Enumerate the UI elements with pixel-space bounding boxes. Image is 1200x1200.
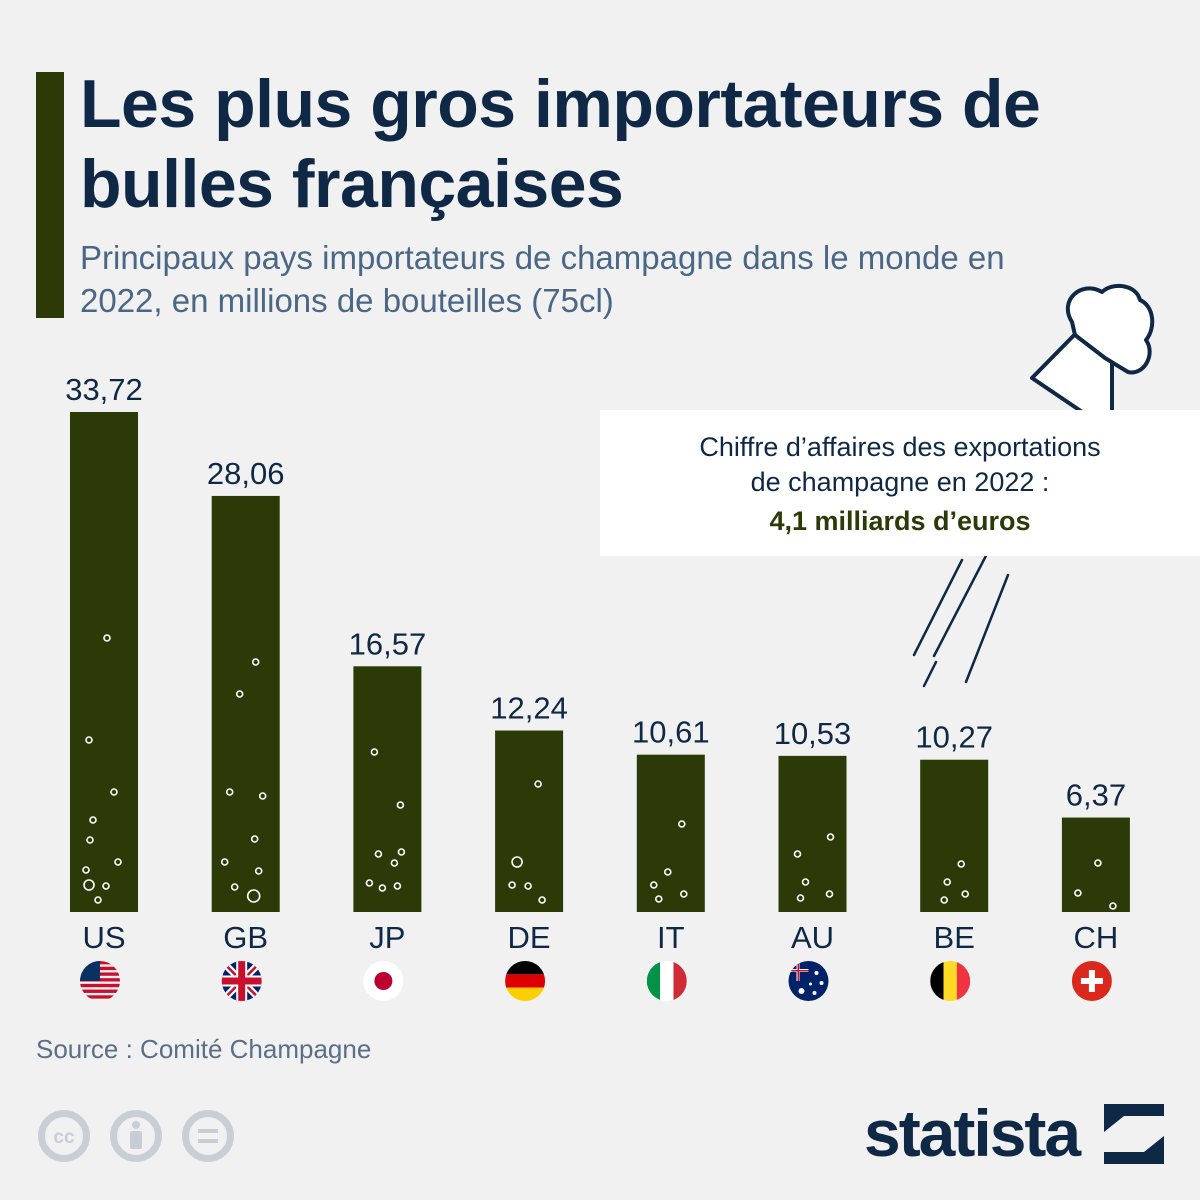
bubble-decoration <box>524 882 532 890</box>
bubble-decoration <box>663 868 672 876</box>
bubble-decoration <box>397 848 406 856</box>
bubble-decoration <box>390 859 399 867</box>
bubble-decoration <box>94 896 102 904</box>
bubble-decoration <box>370 748 379 756</box>
creative-commons-icon[interactable]: cc <box>38 1110 90 1162</box>
bubble-decoration <box>508 881 516 889</box>
bubble-decoration <box>365 879 374 887</box>
bar-gb <box>211 495 280 912</box>
de-flag-icon <box>505 961 546 1001</box>
bubble-decoration <box>89 816 97 824</box>
bubble-decoration <box>677 820 686 828</box>
value-label-us: 33,72 <box>65 372 143 407</box>
category-label-jp: JP <box>369 920 405 955</box>
bar-chart: 33,72 US 28,06 GB 16,57 JP 12,24 DE 10,61 IT 10,53… <box>65 283 1155 1001</box>
bar-be <box>920 759 989 912</box>
value-label-be: 10,27 <box>915 720 993 755</box>
bubble-decoration <box>82 866 90 874</box>
bar-it <box>636 754 705 912</box>
bubble-decoration <box>826 833 835 841</box>
bubble-decoration <box>396 801 405 809</box>
bubble-decoration <box>110 788 118 796</box>
statista-logo[interactable]: statista <box>864 1098 1164 1168</box>
page-title: Les plus gros importateurs de bulles fra… <box>80 66 1041 222</box>
bubble-decoration <box>796 894 805 902</box>
bubble-decoration <box>1109 902 1117 910</box>
statista-wordmark: statista <box>864 1096 1081 1170</box>
bubble-decoration <box>103 634 111 642</box>
bubble-decoration <box>1094 859 1102 867</box>
value-label-ch: 6,37 <box>1066 778 1126 813</box>
bubble-decoration <box>258 792 267 800</box>
bubble-decoration <box>86 836 94 844</box>
motion-lines-icon <box>912 546 1010 688</box>
bubble-decoration <box>102 882 110 890</box>
jp-flag-icon <box>363 961 404 1001</box>
bubble-decoration <box>251 658 260 666</box>
value-label-gb: 28,06 <box>207 456 285 491</box>
value-label-au: 10,53 <box>774 716 852 751</box>
callout-line-2: de champagne en 2022 : <box>750 467 1050 497</box>
source-note: Source : Comité Champagne <box>36 1034 372 1064</box>
no-derivatives-icon[interactable] <box>182 1110 234 1162</box>
title-accent-bar <box>36 72 64 318</box>
bubble-decoration <box>85 736 93 744</box>
bubble-decoration <box>825 890 834 898</box>
it-flag-icon <box>646 961 687 1001</box>
ch-flag-icon <box>1071 961 1112 1001</box>
bubble-decoration <box>538 896 546 904</box>
bubble-decoration <box>511 856 523 868</box>
bubble-decoration <box>83 879 95 891</box>
svg-text:cc: cc <box>53 1127 75 1148</box>
license-icons: cc <box>38 1110 234 1162</box>
attribution-icon[interactable] <box>110 1110 162 1162</box>
be-flag-icon <box>930 961 971 1001</box>
category-label-de: DE <box>508 920 551 955</box>
bubble-decoration <box>654 895 663 903</box>
category-label-gb: GB <box>223 920 268 955</box>
bubble-decoration <box>246 889 261 903</box>
bubble-decoration <box>114 858 122 866</box>
bubble-decoration <box>940 896 949 904</box>
value-label-de: 12,24 <box>490 691 568 726</box>
bubble-decoration <box>374 850 383 858</box>
bubble-decoration <box>254 867 263 875</box>
bar-au <box>778 755 847 912</box>
category-label-us: US <box>82 920 125 955</box>
bubble-decoration <box>649 881 658 889</box>
value-label-jp: 16,57 <box>349 626 427 661</box>
bar-us <box>70 412 138 912</box>
us-flag-icon <box>80 961 120 999</box>
bubble-decoration <box>1074 889 1082 897</box>
bubble-decoration <box>225 788 234 796</box>
page-subtitle: Principaux pays importateurs de champagn… <box>80 239 1005 319</box>
bubble-decoration <box>679 890 688 898</box>
gb-flag-icon <box>221 961 262 1001</box>
bubble-decoration <box>393 882 402 890</box>
bubble-decoration <box>230 883 239 891</box>
bubble-decoration <box>235 690 244 698</box>
category-label-ch: CH <box>1074 920 1119 955</box>
callout-line-1: Chiffre d’affaires des exportations <box>699 432 1101 462</box>
bubble-decoration <box>220 858 229 866</box>
bar-jp <box>353 666 422 912</box>
bubble-decoration <box>961 890 970 898</box>
callout-amount: 4,1 milliards d’euros <box>769 506 1031 536</box>
bubble-decoration <box>801 878 810 886</box>
value-label-it: 10,61 <box>632 715 710 750</box>
statista-mark-icon <box>1104 1104 1164 1164</box>
bubble-decoration <box>250 835 259 843</box>
bubble-decoration <box>534 780 542 788</box>
bar-de <box>495 730 564 912</box>
category-label-au: AU <box>791 920 834 955</box>
bubble-decoration <box>943 878 952 886</box>
bubble-decoration <box>957 860 966 868</box>
category-label-it: IT <box>657 920 685 955</box>
bubble-decoration <box>378 884 387 892</box>
revenue-callout: Chiffre d’affaires des exportations de c… <box>600 410 1200 556</box>
champagne-cork-icon <box>1030 283 1155 426</box>
bubble-decoration <box>793 850 802 858</box>
au-flag-icon <box>788 961 829 1001</box>
category-label-be: BE <box>934 920 975 955</box>
